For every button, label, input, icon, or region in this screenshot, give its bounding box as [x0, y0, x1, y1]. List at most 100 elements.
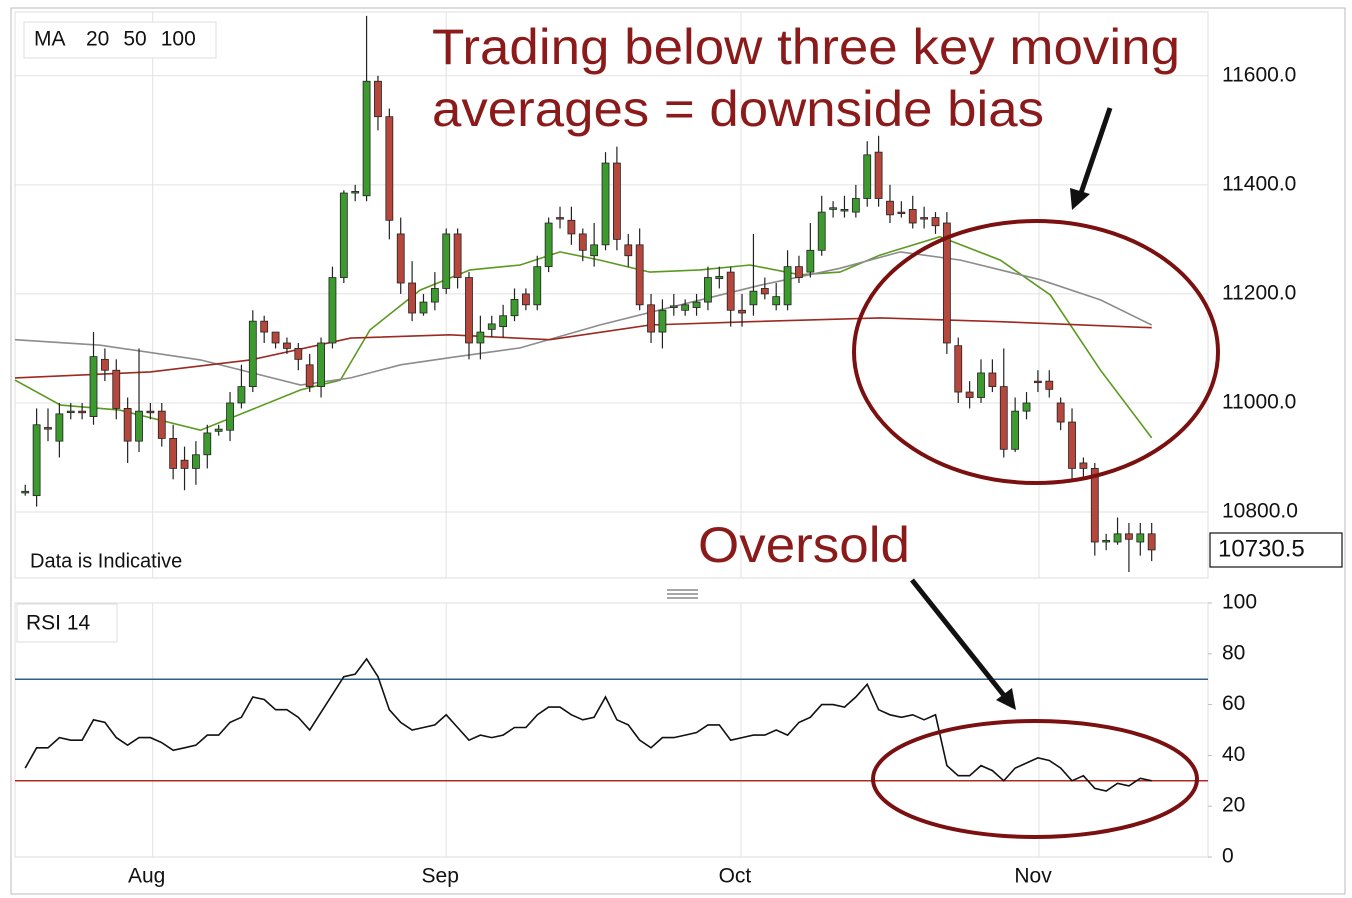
candle-body [32, 424, 41, 497]
candle-body [567, 219, 576, 235]
candle-body [408, 282, 416, 314]
candle-body [112, 369, 121, 409]
candle-body [715, 276, 724, 280]
legend-entry: 20 [86, 28, 109, 51]
candle-body [647, 304, 655, 333]
y-tick-label: 10800.0 [1222, 500, 1298, 523]
candle-body [931, 217, 940, 227]
candle-body [66, 410, 75, 414]
last-price-box [1209, 532, 1343, 568]
y-tick-label: 100 [1222, 591, 1257, 614]
candle-body [44, 427, 52, 430]
candle-body [374, 80, 382, 118]
y-tick-label: 80 [1222, 641, 1245, 664]
annotation: Trading below three key moving [432, 19, 1180, 75]
candle-body [908, 208, 917, 224]
candle-body [1022, 402, 1031, 412]
candle-body [1033, 380, 1042, 384]
candle-body [1045, 380, 1054, 390]
price-panel [14, 11, 1209, 579]
candle-body [658, 309, 667, 333]
candle-body [1102, 539, 1111, 543]
candle-body [965, 391, 974, 398]
candle-body [135, 410, 143, 442]
candle-body [21, 490, 30, 494]
candle-body [760, 288, 769, 295]
candle-body [157, 410, 166, 439]
separator-handle [667, 589, 698, 599]
candle-body [635, 244, 644, 306]
candle-body [1147, 533, 1156, 551]
candle-body [521, 293, 530, 306]
frame [10, 7, 1346, 895]
candle-body [237, 386, 246, 404]
candle-body [704, 277, 712, 303]
candle-body [339, 192, 348, 278]
x-tick-label: Sep [422, 865, 459, 888]
candle-body [396, 233, 405, 284]
candle-body [260, 320, 269, 333]
candle-body [169, 438, 178, 469]
candle-body [681, 304, 690, 311]
candle-body [453, 233, 462, 278]
highlight-ellipse [871, 719, 1199, 839]
candle-body [942, 222, 951, 344]
candle-body [100, 358, 109, 371]
candle-body [305, 364, 314, 388]
y-tick-label: 11600.0 [1222, 63, 1296, 86]
candle-body [499, 315, 508, 328]
candle-body [123, 408, 132, 442]
candle-body [226, 402, 234, 431]
highlight-ellipse [852, 219, 1220, 485]
candle-body [55, 413, 64, 442]
candle-body [487, 323, 496, 330]
candle-body [590, 244, 599, 257]
candle-body [385, 116, 394, 221]
candle-body [806, 249, 815, 273]
candle-body [317, 342, 325, 388]
x-tick-label: Nov [1014, 865, 1052, 888]
candle-body [578, 233, 587, 251]
arrow [910, 578, 1016, 710]
plot: Aug Sep Oct Nov 10800.0 11000.0 11200.0 11400.0… [14, 12, 1298, 888]
candle-body [544, 222, 553, 268]
candle-body [772, 296, 781, 306]
y-tick-label: 11400.0 [1222, 172, 1296, 195]
candle-body [556, 217, 564, 220]
x-tick-label: Aug [128, 865, 165, 888]
ma-legend [23, 21, 217, 59]
candle-body [613, 162, 621, 240]
candle-body [897, 211, 906, 215]
candle-body [863, 154, 872, 199]
candle-body [465, 277, 473, 344]
candle-body [430, 288, 439, 303]
x-tick-label: Oct [719, 865, 752, 888]
candle-body [601, 162, 610, 246]
rsi-legend [16, 603, 118, 643]
candle-body [78, 410, 87, 414]
candle-body [510, 298, 519, 317]
legend-entry: 100 [161, 28, 196, 51]
candle-body [362, 80, 371, 197]
annotation: Oversold [698, 517, 910, 573]
candle-body [1068, 421, 1076, 469]
candle-body [795, 266, 803, 278]
candle-body [1125, 533, 1133, 540]
candle-body [328, 277, 337, 344]
candle-body [180, 459, 189, 469]
y-tick-label: 60 [1222, 692, 1245, 715]
candle-body [1136, 533, 1145, 543]
candle-body [271, 331, 280, 344]
candle-body [533, 266, 542, 306]
candle-body [851, 198, 860, 213]
candle-body [669, 305, 678, 308]
candle-body [214, 428, 223, 432]
y-tick-label: 11000.0 [1222, 391, 1296, 414]
candle-body [988, 372, 997, 388]
candle-body [192, 454, 200, 469]
candle-body [1113, 533, 1122, 543]
candle-body [294, 348, 303, 360]
last-price-label: 10730.5 [1218, 535, 1305, 562]
candle-body [146, 410, 155, 414]
legend-title: MA [34, 28, 66, 51]
